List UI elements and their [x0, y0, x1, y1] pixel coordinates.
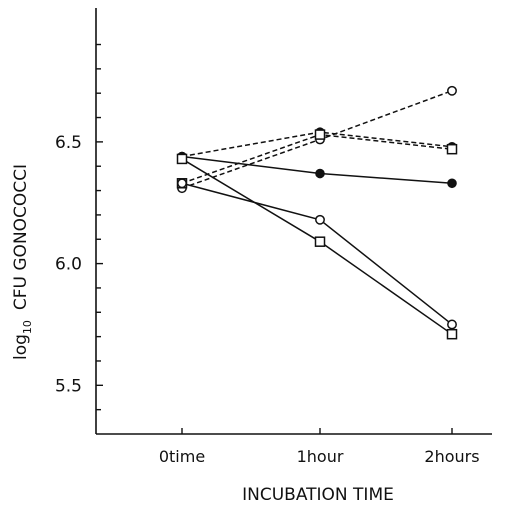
series-lines	[182, 91, 452, 334]
axes	[96, 8, 492, 434]
x-tick-label: 1hour	[297, 447, 344, 466]
series-markers	[178, 87, 457, 339]
data-point-filled-circle	[316, 169, 324, 177]
data-point-open-circle	[448, 87, 456, 95]
y-axis-label-rest: CFU GONOCOCCI	[11, 164, 31, 310]
data-point-open-square	[316, 130, 325, 139]
data-point-open-square	[448, 145, 457, 154]
y-tick-label: 6.0	[55, 255, 82, 275]
y-axis-label-main: log	[11, 334, 31, 360]
data-point-open-circle	[448, 320, 456, 328]
data-point-open-square	[316, 237, 325, 246]
y-tick-label: 5.5	[55, 376, 82, 396]
data-point-open-square	[178, 154, 187, 163]
y-axis-label-sub: 10	[21, 320, 34, 334]
x-axis-label: INCUBATION TIME	[242, 485, 394, 505]
x-tick-label: 0time	[159, 447, 205, 466]
series-line-5	[182, 183, 452, 324]
data-point-open-circle	[178, 179, 186, 187]
y-tick-label: 6.5	[55, 133, 82, 153]
data-point-open-circle	[316, 216, 324, 224]
data-point-open-square	[448, 330, 457, 339]
x-tick-label: 2hours	[424, 447, 479, 466]
series-layer	[178, 87, 457, 339]
data-point-filled-circle	[448, 179, 456, 187]
y-axis-label: log10 CFU GONOCOCCI	[11, 164, 34, 360]
